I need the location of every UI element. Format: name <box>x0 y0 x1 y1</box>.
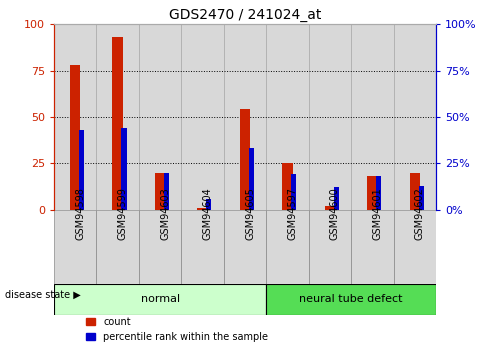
Bar <box>155 172 165 210</box>
Bar <box>224 24 266 210</box>
Bar <box>249 148 254 210</box>
Bar <box>206 198 212 210</box>
Legend: count, percentile rank within the sample: count, percentile rank within the sample <box>86 317 268 342</box>
FancyBboxPatch shape <box>97 210 139 284</box>
Bar <box>324 206 335 210</box>
Bar <box>410 172 420 210</box>
Bar <box>334 187 339 210</box>
FancyBboxPatch shape <box>266 210 309 284</box>
Bar <box>393 24 436 210</box>
Text: GSM94599: GSM94599 <box>118 187 127 240</box>
FancyBboxPatch shape <box>351 210 393 284</box>
FancyBboxPatch shape <box>393 210 436 284</box>
Bar <box>376 176 381 210</box>
Bar <box>139 24 181 210</box>
Text: GSM94601: GSM94601 <box>372 187 382 240</box>
Text: GSM94597: GSM94597 <box>288 187 297 240</box>
Text: GSM94598: GSM94598 <box>75 187 85 240</box>
Bar <box>282 163 293 210</box>
Bar <box>54 284 266 315</box>
FancyBboxPatch shape <box>309 210 351 284</box>
FancyBboxPatch shape <box>54 210 97 284</box>
Bar <box>240 109 250 210</box>
Title: GDS2470 / 241024_at: GDS2470 / 241024_at <box>169 8 321 22</box>
Text: GSM94603: GSM94603 <box>160 187 170 240</box>
Bar <box>70 65 80 210</box>
Text: GSM94602: GSM94602 <box>415 187 425 240</box>
Bar <box>266 24 309 210</box>
Bar <box>351 24 393 210</box>
Text: GSM94604: GSM94604 <box>202 187 213 240</box>
FancyBboxPatch shape <box>224 210 266 284</box>
Bar <box>112 37 123 210</box>
Bar <box>266 284 436 315</box>
Bar <box>197 208 208 210</box>
FancyBboxPatch shape <box>139 210 181 284</box>
Text: disease state ▶: disease state ▶ <box>5 290 81 300</box>
Bar <box>97 24 139 210</box>
Bar <box>367 176 378 210</box>
Bar <box>79 130 84 210</box>
Bar <box>291 175 296 210</box>
Text: GSM94605: GSM94605 <box>245 187 255 240</box>
Bar <box>181 24 224 210</box>
Bar <box>54 24 97 210</box>
Text: normal: normal <box>141 294 180 304</box>
Text: GSM94600: GSM94600 <box>330 187 340 240</box>
Text: neural tube defect: neural tube defect <box>299 294 403 304</box>
Bar <box>122 128 126 210</box>
Bar <box>309 24 351 210</box>
Bar <box>164 172 169 210</box>
FancyBboxPatch shape <box>181 210 224 284</box>
Bar <box>418 186 424 210</box>
